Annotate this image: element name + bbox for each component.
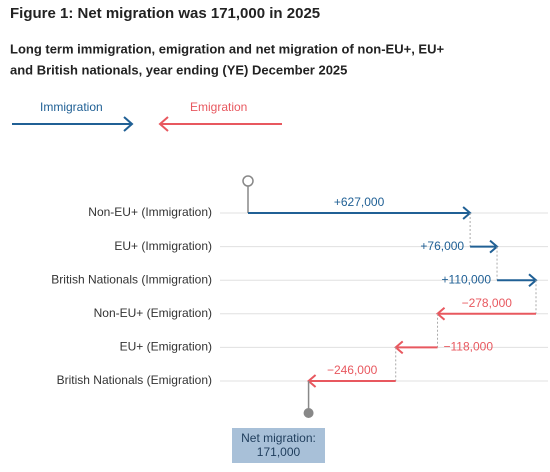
net-box	[232, 428, 325, 463]
legend-arrow	[158, 116, 282, 132]
chart-subtitle: Long term immigration, emigration and ne…	[10, 41, 444, 56]
net-label: Net migration:	[241, 431, 316, 445]
value-label: +627,000	[334, 195, 385, 209]
value-label: +110,000	[442, 272, 492, 286]
category-label: British Nationals (Emigration)	[57, 373, 212, 387]
value-label: −246,000	[327, 363, 378, 377]
value-label: −278,000	[462, 296, 513, 310]
legend-label: Immigration	[40, 100, 103, 114]
legend-label: Emigration	[190, 100, 247, 114]
start-marker	[242, 175, 254, 187]
net-marker	[303, 408, 314, 418]
legend-arrow	[12, 116, 134, 132]
category-label: Non-EU+ (Emigration)	[94, 306, 212, 320]
chart-title: Figure 1: Net migration was 171,000 in 2…	[10, 5, 320, 22]
category-label: EU+ (Emigration)	[120, 340, 212, 354]
category-label: British Nationals (Immigration)	[51, 272, 212, 286]
category-label: Non-EU+ (Immigration)	[88, 205, 212, 219]
value-label: +76,000	[420, 239, 464, 253]
value-label: −118,000	[444, 340, 494, 354]
chart-subtitle: and British nationals, year ending (YE) …	[10, 62, 347, 77]
net-value-label: 171,000	[257, 445, 301, 459]
category-label: EU+ (Immigration)	[114, 239, 212, 253]
